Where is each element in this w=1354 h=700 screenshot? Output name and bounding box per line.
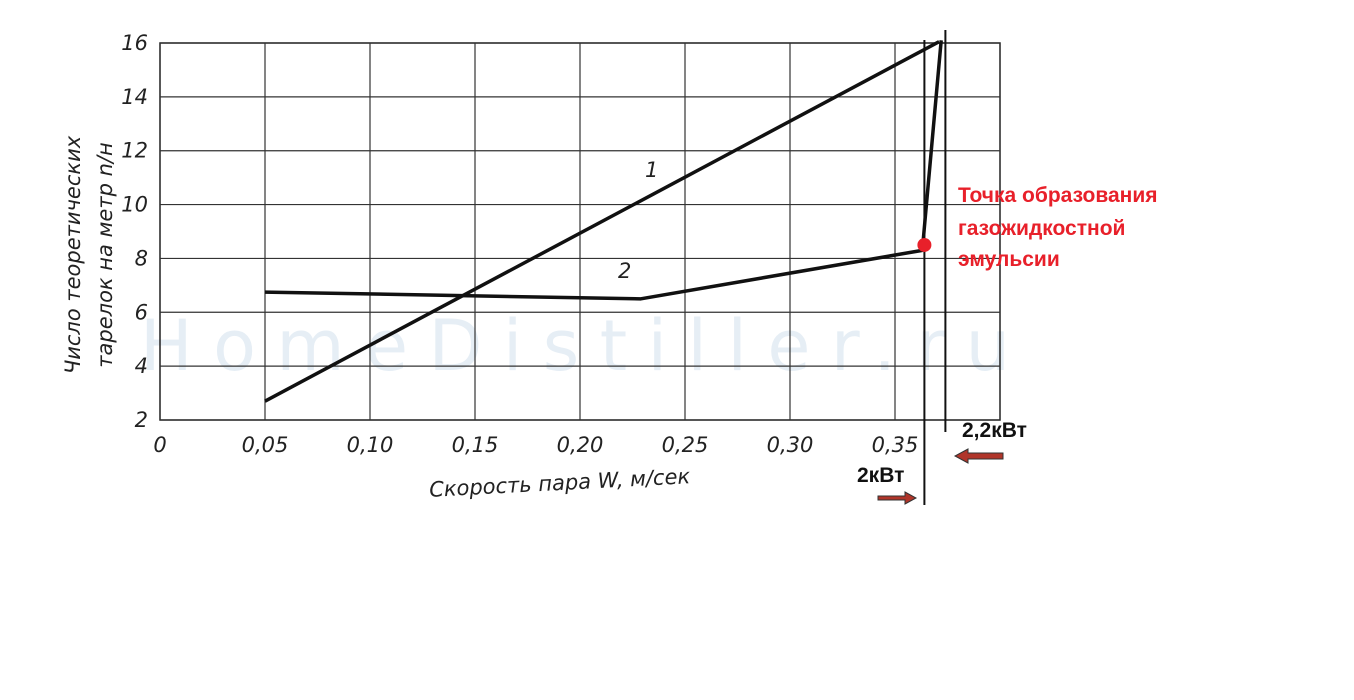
y-tick-label: 10 [121, 193, 148, 217]
x-tick-label: 0,25 [662, 433, 709, 457]
marker-label: 2,2кВт [962, 419, 1027, 442]
series-line [264, 40, 943, 301]
series-line [264, 40, 940, 403]
series-label: 2 [618, 259, 631, 283]
annotation-line: Точка образования [958, 184, 1158, 207]
series-label: 1 [645, 158, 658, 182]
watermark: HomeDistiller.ru [140, 305, 1010, 387]
x-axis-label: Скорость пара W, м/сек [429, 464, 691, 502]
arrow-right [877, 491, 918, 505]
x-tick-label: 0,30 [767, 433, 814, 457]
annotation-line: газожидкостной [958, 217, 1125, 240]
x-tick-label: 0,15 [452, 433, 499, 457]
y-tick-label: 4 [135, 354, 148, 378]
emulsion-point [917, 237, 932, 252]
annotation: Точка образования газожидкостной эмульси… [958, 184, 1158, 271]
arrow-left [953, 448, 1004, 464]
y-tick-label: 8 [135, 246, 148, 270]
y-tick-label: 2 [135, 408, 148, 432]
y-axis-label: Число теоретических [61, 135, 85, 374]
y-tick-label: 6 [135, 300, 148, 324]
y-tick-label: 12 [121, 139, 148, 163]
y-tick-label: 14 [121, 85, 148, 109]
x-tick-label: 0,35 [872, 433, 919, 457]
y-axis-label: тарелок на метр n/н [93, 142, 117, 367]
x-tick-label: 0,10 [347, 433, 394, 457]
marker-label: 2кВт [857, 464, 904, 487]
x-tick-label: 0 [153, 433, 166, 457]
y-tick-label: 16 [121, 31, 148, 55]
annotation-line: эмульсии [958, 248, 1060, 271]
x-tick-label: 0,20 [557, 433, 604, 457]
x-tick-label: 0,05 [242, 433, 289, 457]
